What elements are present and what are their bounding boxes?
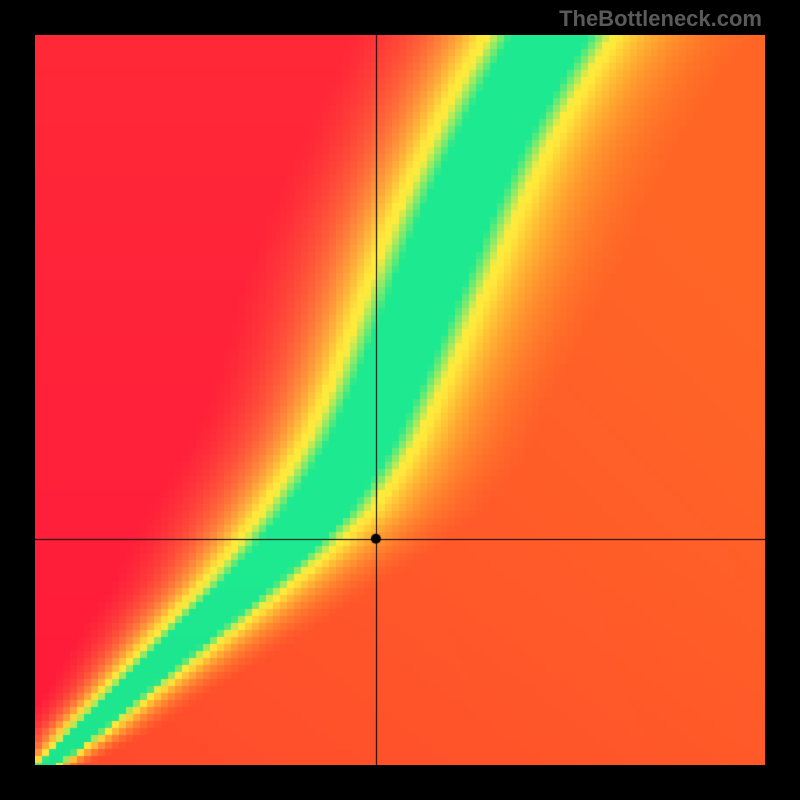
watermark-text: TheBottleneck.com [559,6,762,32]
heatmap-canvas [35,35,765,765]
bottleneck-heatmap [35,35,765,765]
